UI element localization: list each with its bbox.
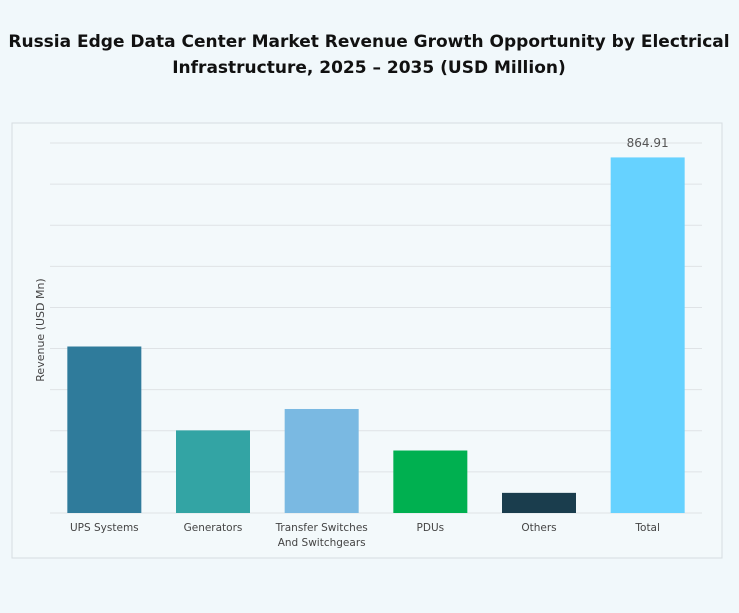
- x-tick-label-line: And Switchgears: [278, 537, 366, 549]
- bar: [284, 408, 359, 513]
- bar: [502, 492, 576, 513]
- x-tick-label: UPS Systems: [70, 522, 139, 534]
- bar: [610, 157, 685, 513]
- chart-title: Infrastructure, 2025 – 2035 (USD Million…: [172, 58, 566, 78]
- y-axis-label: Revenue (USD Mn): [34, 278, 47, 381]
- bar: [393, 450, 468, 513]
- data-label: 864.91: [627, 136, 669, 150]
- chart-title: Russia Edge Data Center Market Revenue G…: [8, 32, 729, 52]
- x-tick-label: PDUs: [417, 522, 445, 534]
- x-tick-label: Transfer Switches And Switchgears: [275, 522, 368, 549]
- x-tick-label: Total: [634, 522, 660, 534]
- x-tick-label: Generators: [184, 522, 243, 534]
- bar: [67, 346, 142, 513]
- x-tick-label-line: Transfer Switches: [275, 522, 368, 534]
- x-tick-label: Others: [521, 522, 556, 534]
- bar: [176, 430, 250, 513]
